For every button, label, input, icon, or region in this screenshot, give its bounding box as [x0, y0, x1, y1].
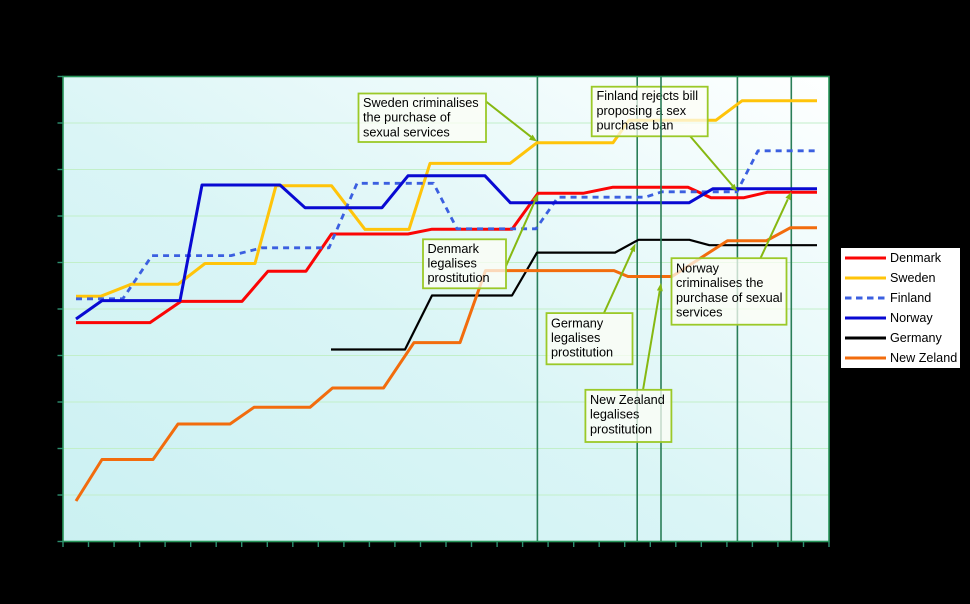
- svg-text:Sweden criminalises: Sweden criminalises: [363, 96, 479, 110]
- svg-text:criminalises the: criminalises the: [676, 276, 763, 290]
- svg-text:purchase of sexual: purchase of sexual: [676, 291, 783, 305]
- svg-text:Germany: Germany: [551, 316, 604, 330]
- svg-text:legalises: legalises: [428, 257, 477, 271]
- svg-text:Norway: Norway: [890, 311, 933, 325]
- svg-text:Denmark: Denmark: [428, 242, 480, 256]
- svg-text:the purchase of: the purchase of: [363, 111, 451, 125]
- svg-text:prostitution: prostitution: [551, 346, 613, 360]
- svg-text:legalises: legalises: [590, 408, 639, 422]
- svg-text:Sweden: Sweden: [890, 271, 936, 285]
- svg-text:New Zealand: New Zealand: [590, 393, 665, 407]
- svg-text:Norway: Norway: [676, 261, 720, 275]
- svg-text:proposing a sex: proposing a sex: [597, 104, 687, 118]
- svg-text:New Zeland: New Zeland: [890, 351, 957, 365]
- svg-text:prostitution: prostitution: [590, 422, 652, 436]
- svg-text:Finland rejects bill: Finland rejects bill: [597, 89, 699, 103]
- svg-text:Finland: Finland: [890, 291, 931, 305]
- svg-text:purchase ban: purchase ban: [597, 119, 674, 133]
- svg-text:legalises: legalises: [551, 331, 600, 345]
- svg-text:Germany: Germany: [890, 331, 942, 345]
- svg-text:sexual services: sexual services: [363, 125, 450, 139]
- svg-text:Denmark: Denmark: [890, 251, 942, 265]
- svg-text:prostitution: prostitution: [428, 271, 490, 285]
- svg-text:services: services: [676, 306, 723, 320]
